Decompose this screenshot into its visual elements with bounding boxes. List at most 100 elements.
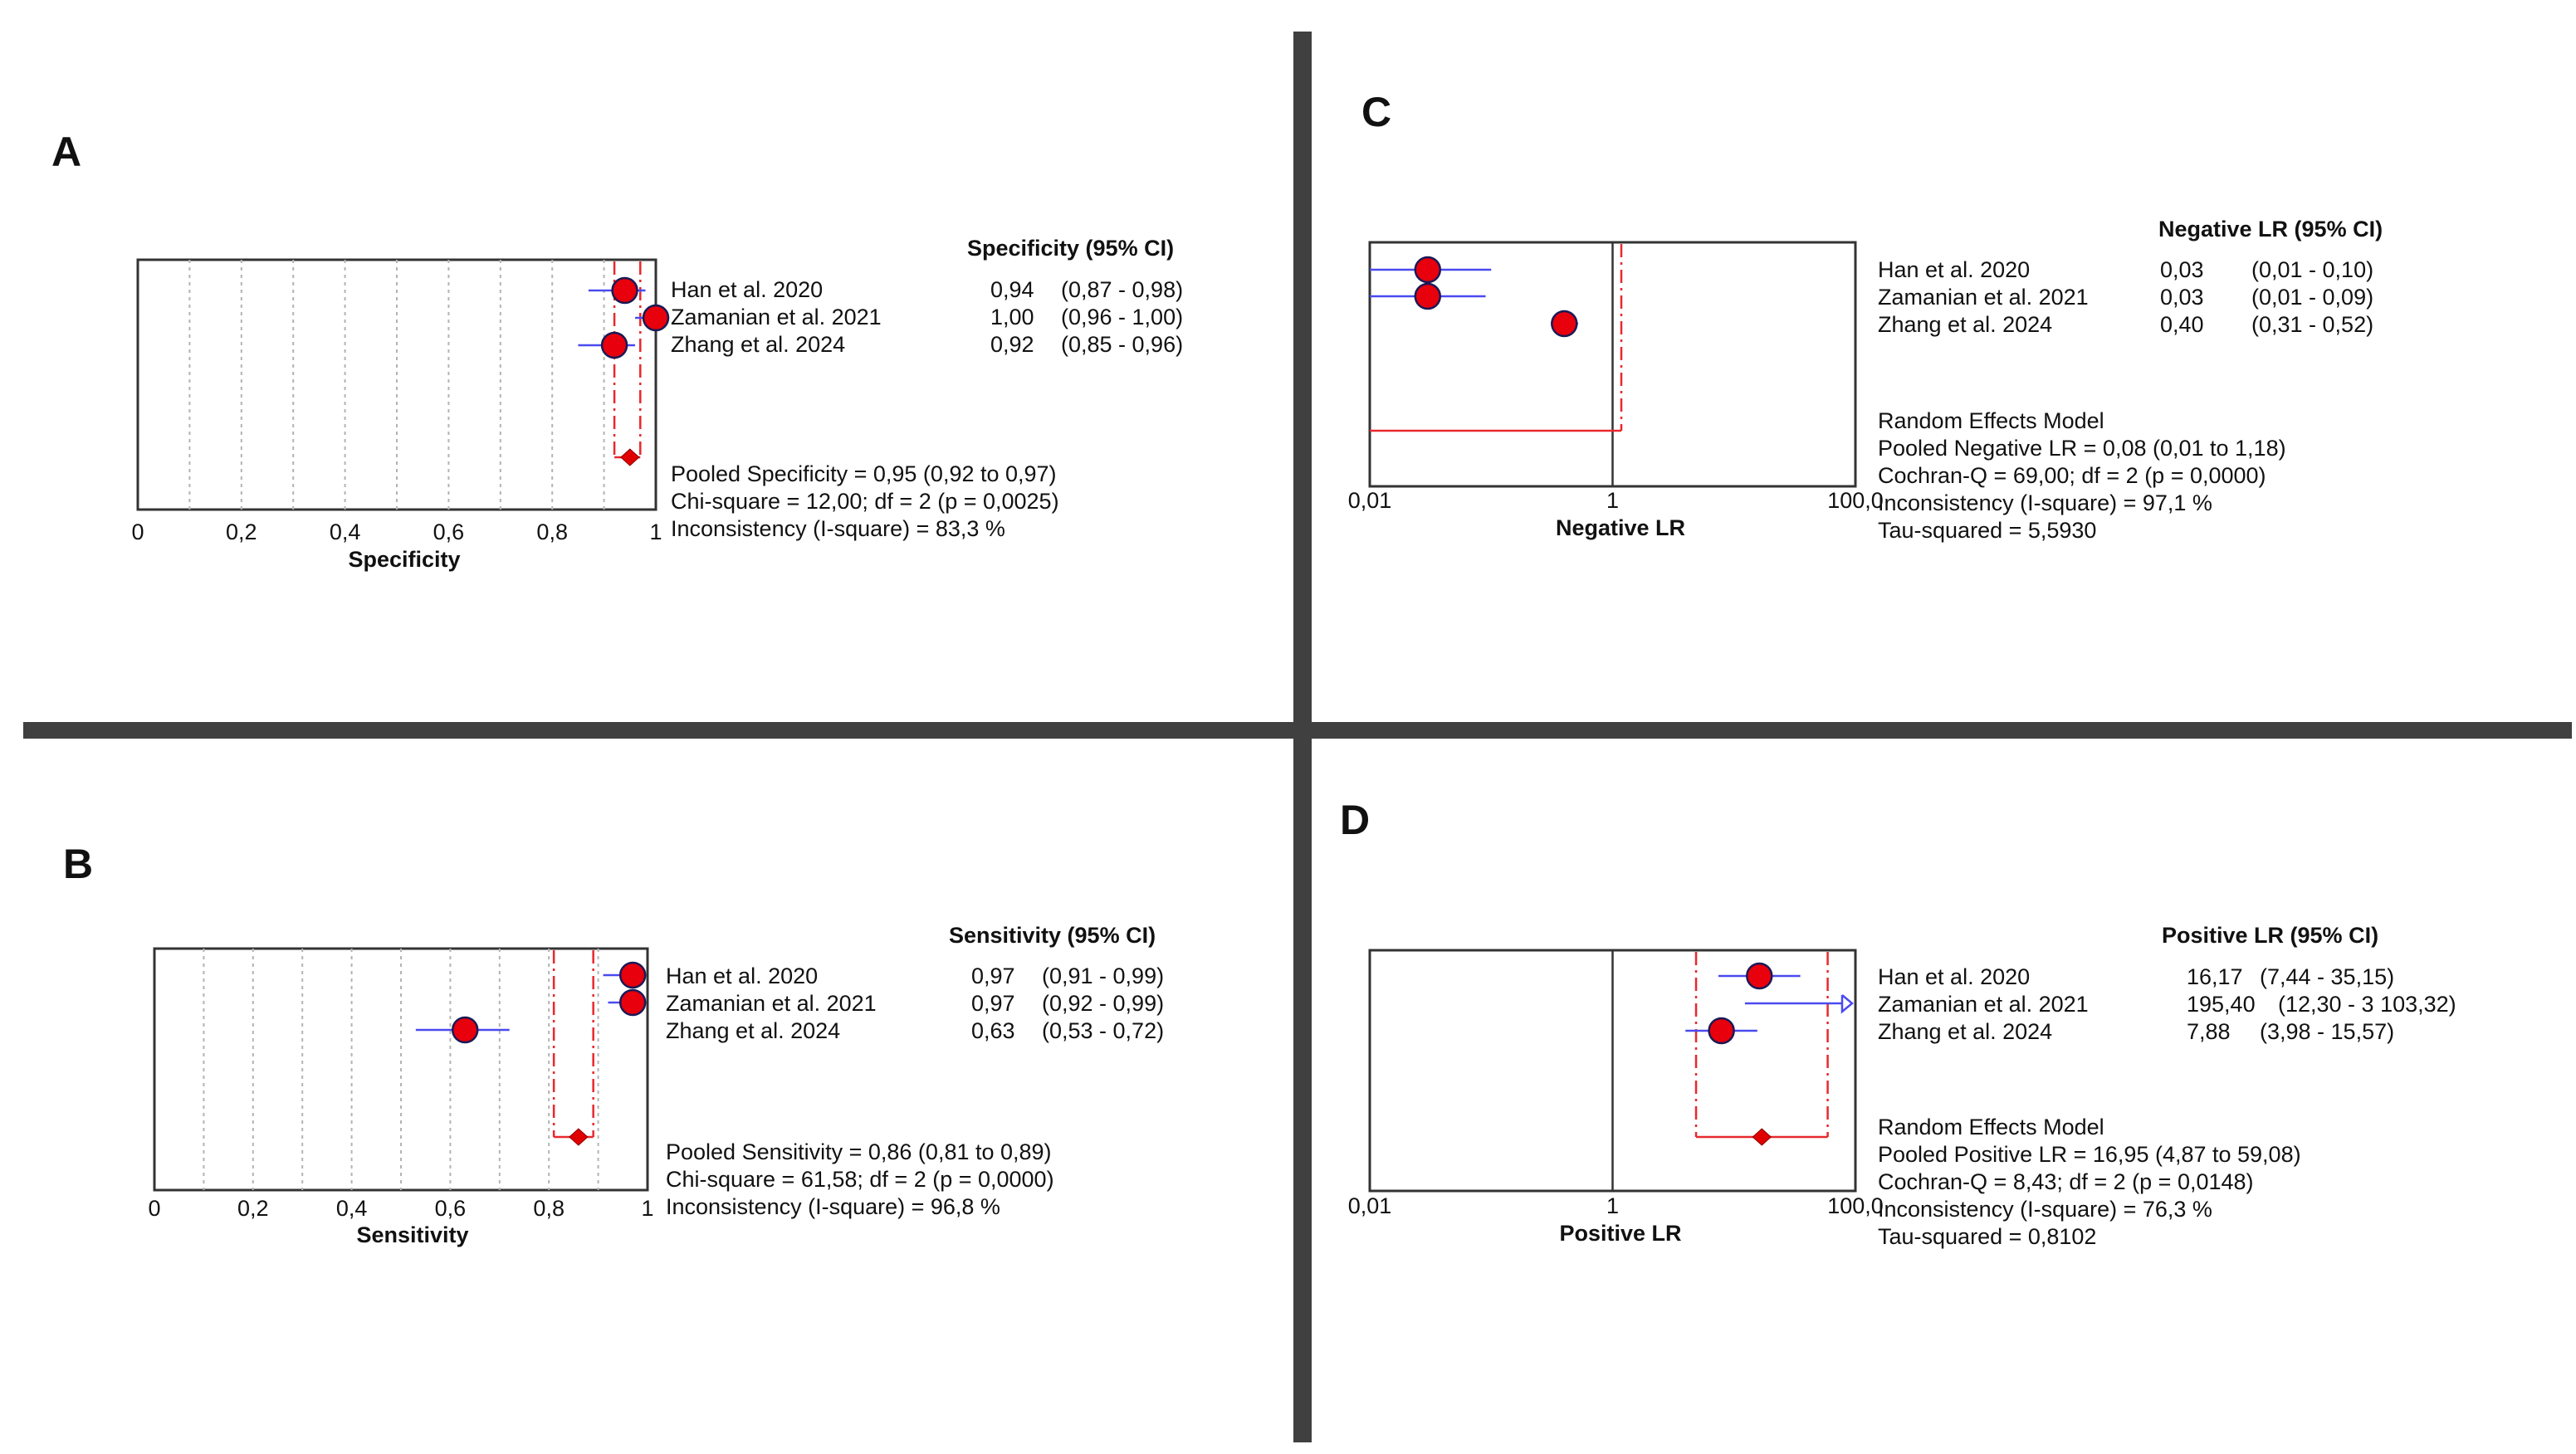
study-point (618, 988, 647, 1017)
study-point (642, 304, 670, 332)
panel-d-stat-line: Inconsistency (I-square) = 76,3 % (1878, 1197, 2212, 1222)
panel-d-stat-line: Pooled Positive LR = 16,95 (4,87 to 59,0… (1878, 1142, 2301, 1167)
panel-c-study-ci: (0,01 - 0,10) (2251, 257, 2373, 282)
panel-c-study-name: Zamanian et al. 2021 (1878, 285, 2089, 310)
study-point (1708, 1017, 1735, 1045)
plot-frame (136, 258, 657, 511)
panel-d-letter: D (1340, 797, 1370, 843)
panel-d-study-value: 7,88 (2187, 1019, 2231, 1044)
pooled-diamond (620, 448, 640, 466)
panel-b-study-value: 0,63 (971, 1018, 1015, 1043)
panel-a-study-name: Zhang et al. 2024 (671, 332, 845, 357)
panel-a-letter: A (51, 129, 81, 175)
study-point (611, 276, 638, 305)
panel-b-study-name: Zhang et al. 2024 (666, 1018, 840, 1043)
panel-b-stat-line: Pooled Sensitivity = 0,86 (0,81 to 0,89) (666, 1139, 1052, 1164)
panel-c-header: Negative LR (95% CI) (2158, 217, 2383, 242)
panel-a-study-name: Zamanian et al. 2021 (671, 305, 882, 329)
study-point (1414, 282, 1442, 310)
axis-tick-label: 0,6 (435, 1196, 467, 1221)
panel-c-study-name: Zhang et al. 2024 (1878, 312, 2052, 337)
panel-c-plot: 0,01 1 100,0 Negative LR (1348, 241, 1884, 540)
panel-c-stat-line: Pooled Negative LR = 0,08 (0,01 to 1,18) (1878, 436, 2286, 461)
panel-b-stat-line: Chi-square = 61,58; df = 2 (p = 0,0000) (666, 1167, 1054, 1192)
panel-a-study-name: Han et al. 2020 (671, 277, 823, 302)
study-point (451, 1016, 479, 1044)
panel-b-header: Sensitivity (95% CI) (949, 923, 1156, 948)
panel-b-study-value: 0,97 (971, 991, 1015, 1016)
axis-tick-label: 0 (131, 520, 144, 544)
panel-c-stat-line: Tau-squared = 5,5930 (1878, 518, 2096, 543)
axis-label: Negative LR (1556, 515, 1685, 540)
panel-b-study-ci: (0,53 - 0,72) (1042, 1018, 1164, 1043)
study-point (618, 961, 647, 989)
axis-tick-label: 100,0 (1827, 1193, 1884, 1218)
panel-d-header: Positive LR (95% CI) (2162, 923, 2378, 948)
panel-c-stat-line: Cochran-Q = 69,00; df = 2 (p = 0,0000) (1878, 463, 2266, 488)
panel-b-study-value: 0,97 (971, 964, 1015, 988)
panel-b-study-name: Han et al. 2020 (666, 964, 818, 988)
study-point (1551, 310, 1578, 338)
panel-b-study-ci: (0,91 - 0,99) (1042, 964, 1164, 988)
panel-a-plot: 0 0,2 0,4 0,6 0,8 1 Specificity (131, 258, 670, 572)
panel-b-study-ci: (0,92 - 0,99) (1042, 991, 1164, 1016)
pooled-diamond (569, 1128, 589, 1146)
panel-a-stat-line: Inconsistency (I-square) = 83,3 % (671, 516, 1005, 541)
panel-c-study-ci: (0,31 - 0,52) (2251, 312, 2373, 337)
axis-label: Specificity (348, 547, 460, 572)
panel-b-stat-line: Inconsistency (I-square) = 96,8 % (666, 1194, 1000, 1219)
panel-a-stat-line: Pooled Specificity = 0,95 (0,92 to 0,97) (671, 461, 1057, 486)
right-open-arrow-icon (1840, 994, 1854, 1014)
axis-tick-label: 0,2 (226, 520, 257, 544)
axis-label: Sensitivity (356, 1222, 468, 1247)
study-point (600, 331, 628, 359)
axis-tick-label: 0,4 (336, 1196, 368, 1221)
panel-d-study-name: Han et al. 2020 (1878, 964, 2030, 989)
axis-tick-label: 0 (148, 1196, 160, 1221)
panel-a-header: Specificity (95% CI) (967, 236, 1174, 261)
axis-tick-label: 0,4 (330, 520, 361, 544)
axis-tick-label: 0,2 (237, 1196, 269, 1221)
panel-d-stat-line: Tau-squared = 0,8102 (1878, 1224, 2096, 1249)
axis-tick-label: 1 (641, 1196, 653, 1221)
panel-c-study-value: 0,03 (2160, 257, 2204, 282)
study-point (1746, 962, 1773, 990)
axis-tick-label: 0,01 (1348, 1193, 1392, 1218)
panel-d-stat-line: Cochran-Q = 8,43; df = 2 (p = 0,0148) (1878, 1169, 2254, 1194)
panel-d-study-name: Zamanian et al. 2021 (1878, 992, 2089, 1017)
axis-tick-label: 0,8 (536, 520, 568, 544)
study-point (1414, 256, 1442, 284)
axis-tick-label: 1 (1606, 1193, 1619, 1218)
panel-a-study-ci: (0,87 - 0,98) (1061, 277, 1183, 302)
panel-b-letter: B (63, 841, 93, 887)
panel-c-stat-line: Random Effects Model (1878, 408, 2104, 433)
panel-d-study-ci: (7,44 - 35,15) (2260, 964, 2394, 989)
panel-c-study-value: 0,03 (2160, 285, 2204, 310)
panel-a-study-ci: (0,85 - 0,96) (1061, 332, 1183, 357)
panel-a-study-value: 0,94 (990, 277, 1034, 302)
axis-tick-label: 0,8 (533, 1196, 565, 1221)
panel-d-study-name: Zhang et al. 2024 (1878, 1019, 2052, 1044)
panel-a-stat-line: Chi-square = 12,00; df = 2 (p = 0,0025) (671, 489, 1059, 514)
axis-tick-label: 1 (649, 520, 662, 544)
axis-tick-label: 100,0 (1827, 488, 1884, 513)
panel-a-study-value: 0,92 (990, 332, 1034, 357)
panel-a: A 0 0,2 0,4 0,6 0,8 1 Specificity Specificity … (51, 129, 1183, 572)
panel-c: C 0,01 1 100,0 Negative LR Negative LR (95%… (1348, 89, 2383, 543)
axis-label: Positive LR (1559, 1221, 1681, 1246)
panel-b: B 0 0,2 0,4 0,6 0,8 1 Sensitivity Sensitivity … (63, 841, 1164, 1247)
panel-d-study-ci: (12,30 - 3 103,32) (2278, 992, 2456, 1017)
panel-a-study-value: 1,00 (990, 305, 1034, 329)
panel-d-plot: 0,01 1 100,0 Positive LR (1348, 949, 1884, 1246)
panel-d-study-ci: (3,98 - 15,57) (2260, 1019, 2394, 1044)
axis-tick-label: 0,01 (1348, 488, 1392, 513)
divider-horizontal (23, 722, 2572, 739)
panel-c-letter: C (1361, 89, 1391, 135)
panel-d-study-value: 195,40 (2187, 992, 2256, 1017)
panel-c-study-name: Han et al. 2020 (1878, 257, 2030, 282)
panel-c-stat-line: Inconsistency (I-square) = 97,1 % (1878, 490, 2212, 515)
panel-b-plot: 0 0,2 0,4 0,6 0,8 1 Sensitivity (148, 947, 654, 1247)
panel-d-study-value: 16,17 (2187, 964, 2243, 989)
pooled-diamond (1752, 1128, 1772, 1146)
